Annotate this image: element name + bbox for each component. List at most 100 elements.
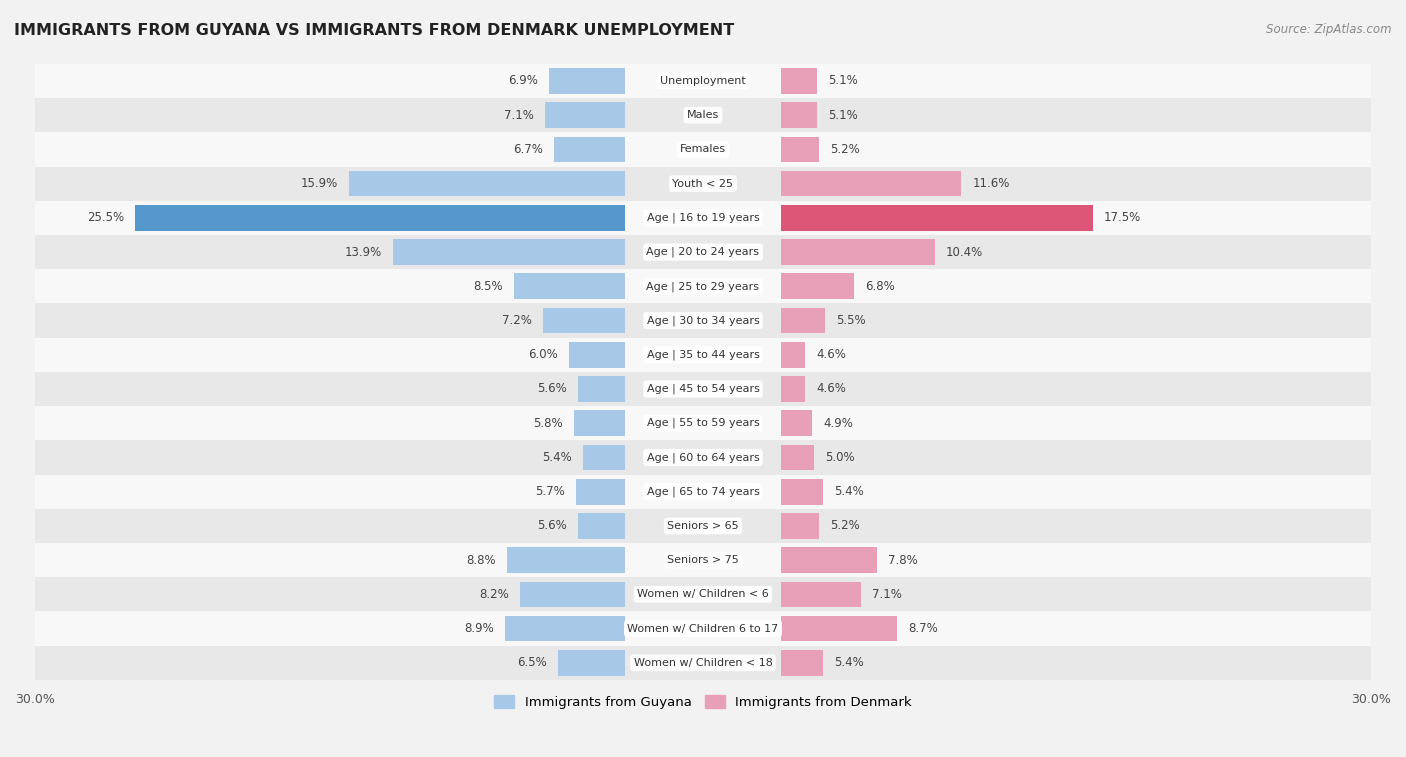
Text: Unemployment: Unemployment [661,76,745,86]
Text: Age | 65 to 74 years: Age | 65 to 74 years [647,487,759,497]
Bar [35,543,1371,578]
Bar [780,171,962,197]
Bar [558,650,626,676]
Bar [578,376,626,402]
Text: 25.5%: 25.5% [87,211,124,224]
Bar [35,646,1371,680]
Bar [35,372,1371,406]
Bar [546,102,626,128]
Bar [35,64,1371,98]
Legend: Immigrants from Guyana, Immigrants from Denmark: Immigrants from Guyana, Immigrants from … [489,690,917,714]
Bar [780,513,818,539]
Text: 6.7%: 6.7% [513,143,543,156]
Text: 5.2%: 5.2% [830,143,859,156]
Text: 5.4%: 5.4% [541,451,572,464]
Bar [582,444,626,470]
Text: 4.6%: 4.6% [817,382,846,395]
Bar [35,132,1371,167]
Text: 5.6%: 5.6% [537,519,567,532]
Text: 4.6%: 4.6% [817,348,846,361]
Bar [35,441,1371,475]
Text: IMMIGRANTS FROM GUYANA VS IMMIGRANTS FROM DENMARK UNEMPLOYMENT: IMMIGRANTS FROM GUYANA VS IMMIGRANTS FRO… [14,23,734,38]
Text: Women w/ Children < 18: Women w/ Children < 18 [634,658,772,668]
Bar [135,205,626,231]
Bar [35,269,1371,304]
Text: 5.0%: 5.0% [825,451,855,464]
Bar [35,612,1371,646]
Text: Females: Females [681,145,725,154]
Text: Age | 60 to 64 years: Age | 60 to 64 years [647,452,759,463]
Bar [780,68,817,94]
Text: Age | 20 to 24 years: Age | 20 to 24 years [647,247,759,257]
Bar [394,239,626,265]
Bar [550,68,626,94]
Bar [780,273,855,299]
Text: 7.1%: 7.1% [872,588,903,601]
Text: 13.9%: 13.9% [344,245,382,259]
Bar [543,307,626,333]
Bar [505,615,626,641]
Text: 5.7%: 5.7% [536,485,565,498]
Bar [780,205,1092,231]
Text: Source: ZipAtlas.com: Source: ZipAtlas.com [1267,23,1392,36]
Bar [780,376,806,402]
Text: 7.8%: 7.8% [887,553,918,567]
Text: 11.6%: 11.6% [973,177,1010,190]
Text: 6.9%: 6.9% [509,74,538,88]
Bar [780,136,818,162]
Bar [569,342,626,368]
Text: 5.4%: 5.4% [834,485,865,498]
Bar [35,201,1371,235]
Bar [780,410,813,436]
Bar [780,547,877,573]
Bar [513,273,626,299]
Bar [780,342,806,368]
Text: 5.1%: 5.1% [828,74,858,88]
Bar [780,615,897,641]
Bar [35,509,1371,543]
Bar [780,102,817,128]
Bar [780,307,825,333]
Bar [35,338,1371,372]
Text: 7.1%: 7.1% [503,109,534,122]
Text: 5.5%: 5.5% [837,314,866,327]
Text: 8.2%: 8.2% [479,588,509,601]
Text: 8.5%: 8.5% [472,280,502,293]
Bar [554,136,626,162]
Bar [349,171,626,197]
Text: 6.8%: 6.8% [866,280,896,293]
Bar [35,235,1371,269]
Bar [35,304,1371,338]
Text: 17.5%: 17.5% [1104,211,1142,224]
Text: 6.0%: 6.0% [529,348,558,361]
Text: Seniors > 75: Seniors > 75 [666,555,740,565]
Text: 6.5%: 6.5% [517,656,547,669]
Bar [576,479,626,504]
Text: 15.9%: 15.9% [301,177,337,190]
Text: 5.1%: 5.1% [828,109,858,122]
Text: Age | 35 to 44 years: Age | 35 to 44 years [647,350,759,360]
Bar [780,444,814,470]
Text: 5.8%: 5.8% [533,416,562,430]
Bar [35,578,1371,612]
Bar [520,581,626,607]
Bar [508,547,626,573]
Text: Youth < 25: Youth < 25 [672,179,734,188]
Bar [35,406,1371,441]
Text: Age | 45 to 54 years: Age | 45 to 54 years [647,384,759,394]
Bar [35,98,1371,132]
Text: 5.6%: 5.6% [537,382,567,395]
Text: Seniors > 65: Seniors > 65 [668,521,738,531]
Bar [780,581,860,607]
Bar [35,475,1371,509]
Text: 4.9%: 4.9% [824,416,853,430]
Text: 7.2%: 7.2% [502,314,531,327]
Bar [780,479,824,504]
Bar [574,410,626,436]
Text: Women w/ Children < 6: Women w/ Children < 6 [637,590,769,600]
Text: Age | 30 to 34 years: Age | 30 to 34 years [647,316,759,326]
Text: 8.9%: 8.9% [464,622,494,635]
Text: Age | 16 to 19 years: Age | 16 to 19 years [647,213,759,223]
Text: 8.7%: 8.7% [908,622,938,635]
Text: Age | 55 to 59 years: Age | 55 to 59 years [647,418,759,428]
